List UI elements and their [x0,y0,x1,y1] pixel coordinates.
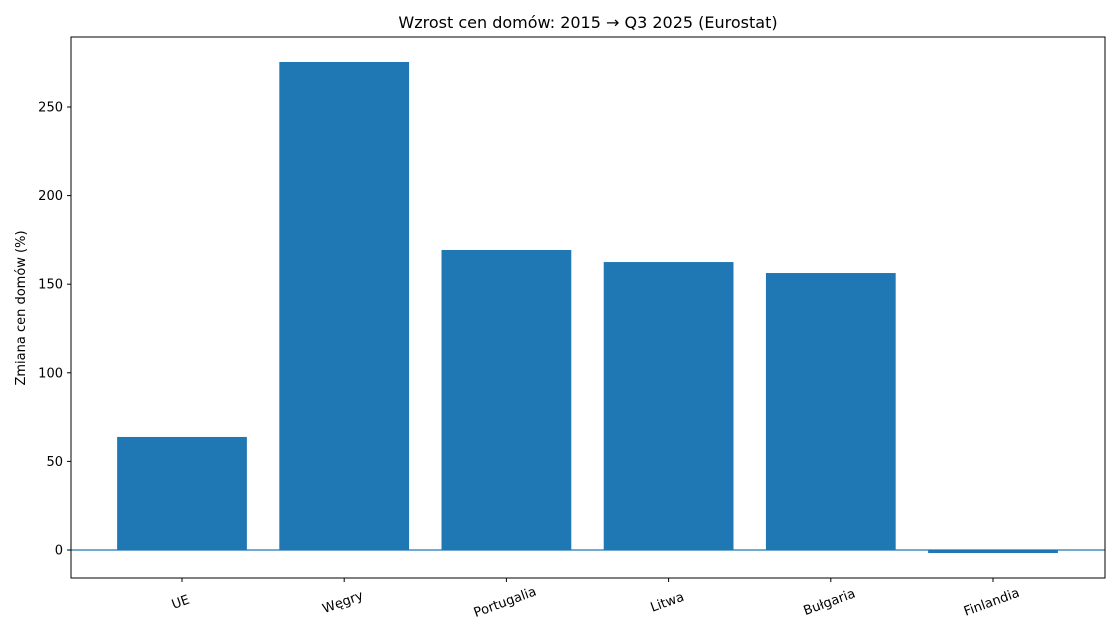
y-tick-label: 200 [38,189,63,204]
bar [603,262,734,551]
x-tick-label: UE [170,593,192,613]
y-tick-label: 100 [38,366,63,381]
x-tick-label: Węgry [321,588,366,617]
y-axis-label: Zmiana cen domów (%) [14,230,29,385]
x-tick-label: Finlandia [962,586,1022,620]
plot-frame [70,36,1106,579]
bar [279,61,410,551]
y-tick-label: 50 [46,455,63,470]
y-tick-label: 250 [38,100,63,115]
bar [441,249,572,551]
x-tick-label: Bułgaria [802,586,858,619]
y-tick-label: 150 [38,278,63,293]
x-tick-label: Portugalia [472,584,539,620]
chart-title: Wzrost cen domów: 2015 → Q3 2025 (Eurost… [398,13,777,32]
bar [765,273,896,551]
bar [928,550,1058,554]
bar [117,436,247,551]
x-tick-label: Litwa [649,590,687,616]
y-tick-label: 0 [55,544,63,559]
